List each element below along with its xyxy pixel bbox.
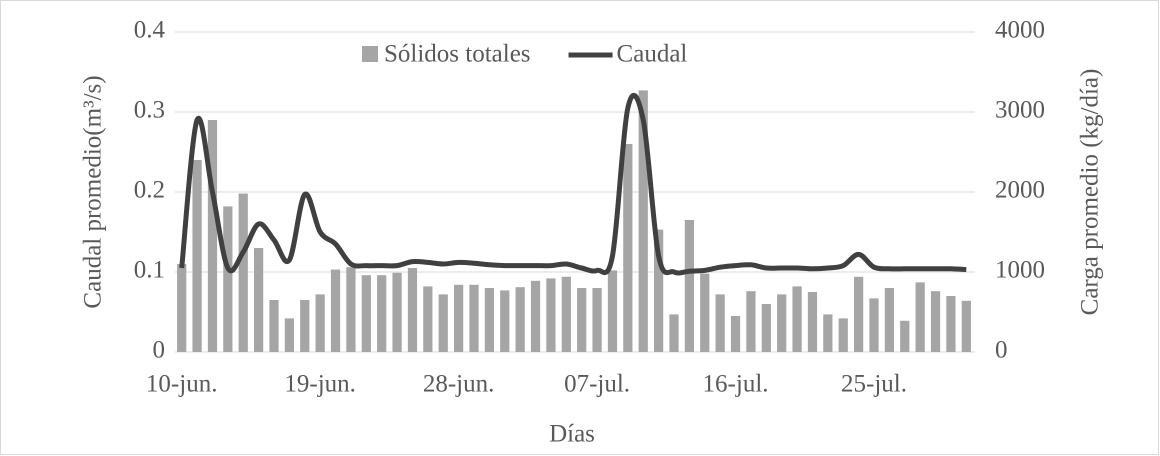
y2-tick-label: 1000 — [995, 257, 1045, 284]
bar — [654, 229, 664, 352]
x-tick-label: 10-jun. — [146, 371, 218, 398]
bar — [207, 120, 218, 352]
bar — [623, 144, 633, 352]
y-tick-label: 0.4 — [134, 17, 166, 44]
bar — [900, 320, 910, 352]
bar — [607, 270, 618, 352]
x-tick-label: 16-jul. — [703, 371, 769, 398]
bar — [730, 316, 741, 352]
bar — [238, 193, 248, 352]
bar — [761, 304, 771, 352]
bar — [823, 314, 833, 352]
x-tick-label: 25-jul. — [841, 371, 907, 398]
x-axis-title: Días — [549, 421, 595, 448]
bar — [546, 278, 556, 352]
legend-label: Caudal — [617, 41, 688, 68]
bar — [346, 267, 356, 352]
bar — [484, 288, 494, 352]
bar — [854, 276, 864, 352]
bar — [592, 288, 602, 352]
bar — [746, 291, 756, 352]
y2-tick-label: 2000 — [995, 177, 1045, 204]
y-axis-title: Caudal promedio(m³/s) — [80, 75, 107, 308]
bar — [700, 273, 710, 352]
x-tick-label: 07-jul. — [564, 371, 630, 398]
bar — [638, 90, 648, 353]
legend-swatch — [362, 46, 378, 62]
bar — [684, 220, 694, 352]
bar — [361, 275, 371, 352]
y2-tick-label: 4000 — [995, 17, 1045, 44]
bar — [300, 300, 310, 352]
bar — [807, 292, 818, 352]
bar — [715, 294, 725, 352]
bar — [838, 318, 848, 352]
bar — [946, 296, 956, 352]
bar — [423, 286, 433, 352]
bar — [377, 275, 387, 352]
bar — [515, 287, 525, 352]
x-tick-label: 19-jun. — [284, 371, 356, 398]
bar — [315, 294, 325, 352]
y-tick-label: 0.3 — [134, 97, 165, 124]
bar — [930, 291, 941, 352]
y-tick-label: 0.1 — [134, 257, 165, 284]
line — [179, 92, 967, 276]
bar — [438, 294, 448, 352]
bar — [392, 272, 402, 352]
y2-tick-label: 0 — [995, 337, 1008, 364]
bar — [915, 282, 925, 352]
bar — [330, 269, 341, 352]
bar — [530, 280, 541, 352]
bar — [469, 284, 479, 352]
bar — [500, 290, 510, 352]
y-tick-label: 0.2 — [134, 177, 165, 204]
legend-label: Sólidos totales — [384, 41, 531, 68]
bar — [869, 298, 879, 352]
y2-tick-label: 3000 — [995, 97, 1045, 124]
bar — [223, 206, 233, 352]
bar — [884, 288, 894, 352]
bar — [177, 264, 187, 352]
bar — [192, 160, 202, 352]
y2-axis-title: Carga promedio (kg/día) — [1077, 69, 1104, 316]
bar — [269, 300, 279, 352]
bar — [669, 314, 679, 352]
bar — [777, 294, 787, 352]
bar — [254, 248, 264, 352]
x-tick-label: 28-jun. — [423, 371, 495, 398]
bar — [407, 268, 418, 352]
bar — [961, 300, 971, 352]
bar — [792, 286, 802, 352]
y-tick-label: 0 — [153, 337, 166, 364]
bar — [577, 288, 587, 352]
bar — [561, 276, 571, 352]
bar — [454, 284, 464, 352]
bar — [284, 318, 294, 352]
